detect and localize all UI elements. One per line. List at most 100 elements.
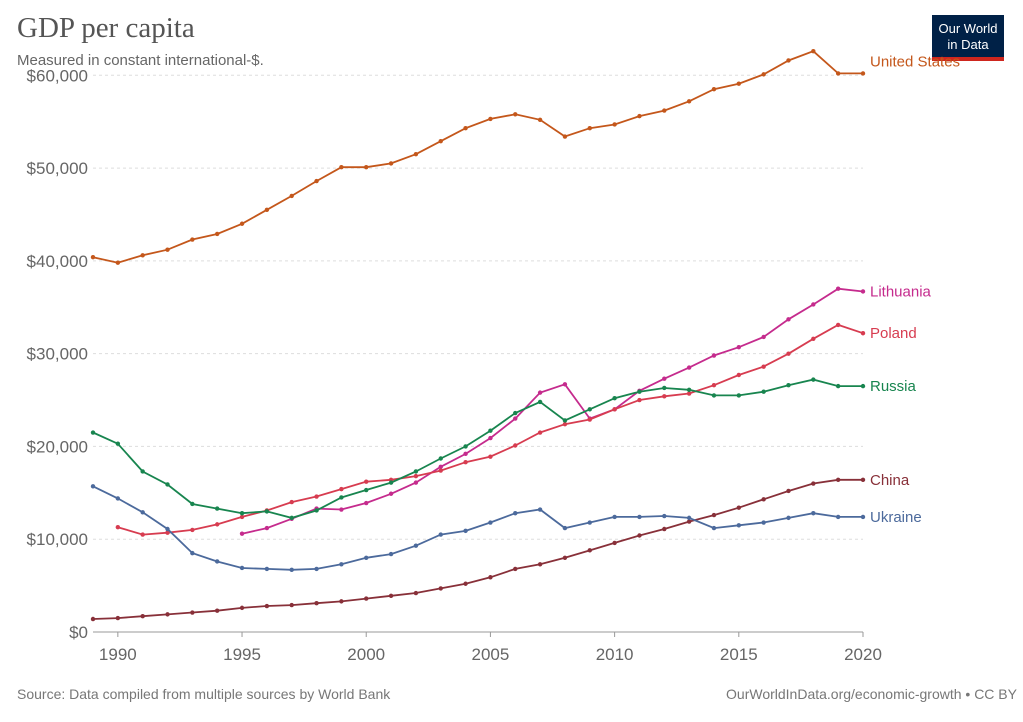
data-point[interactable] [115,441,121,446]
data-point[interactable] [662,385,667,391]
data-point[interactable] [463,444,468,449]
series-label[interactable]: Ukraine [870,509,922,526]
data-point[interactable] [90,616,96,622]
data-point[interactable] [612,540,617,546]
data-point[interactable] [413,543,419,548]
data-point[interactable] [835,477,841,483]
data-point[interactable] [214,231,220,237]
data-point[interactable] [463,451,468,457]
data-point[interactable] [686,99,692,104]
data-point[interactable] [314,494,319,499]
data-point[interactable] [513,410,518,416]
owid-logo[interactable]: Our World in Data [932,15,1004,61]
data-point[interactable] [537,430,543,435]
series-label[interactable]: Poland [870,325,917,342]
data-point[interactable] [562,555,568,560]
data-point[interactable] [239,514,245,520]
data-point[interactable] [537,562,543,567]
data-point[interactable] [786,382,791,388]
data-point[interactable] [835,286,841,291]
data-point[interactable] [140,510,145,515]
data-point[interactable] [264,603,270,609]
data-point[interactable] [214,559,220,564]
data-point[interactable] [190,501,195,507]
data-point[interactable] [860,289,866,294]
data-point[interactable] [860,331,866,336]
data-point[interactable] [388,480,394,485]
data-point[interactable] [587,548,592,553]
data-point[interactable] [289,602,294,608]
series-line[interactable] [92,485,863,571]
data-point[interactable] [314,508,319,513]
data-point[interactable] [339,486,344,492]
series-russia[interactable] [90,377,866,521]
data-point[interactable] [140,469,145,474]
data-point[interactable] [165,612,170,617]
data-point[interactable] [463,125,468,131]
data-point[interactable] [140,614,145,619]
data-point[interactable] [413,151,419,157]
data-point[interactable] [711,512,717,518]
data-point[interactable] [388,593,394,599]
data-point[interactable] [513,416,518,421]
series-label[interactable]: United States [870,53,960,70]
data-point[interactable] [140,532,145,537]
series-line[interactable] [241,287,864,535]
series-china[interactable] [90,477,866,622]
series-line[interactable] [92,478,863,620]
data-point[interactable] [711,525,717,531]
data-point[interactable] [165,247,170,252]
data-point[interactable] [289,567,294,573]
data-point[interactable] [115,260,121,265]
data-point[interactable] [314,178,319,184]
data-point[interactable] [736,505,742,510]
data-point[interactable] [513,443,518,448]
data-point[interactable] [165,526,170,532]
data-point[interactable] [637,389,642,394]
series-ukraine[interactable] [90,484,866,573]
data-point[interactable] [239,531,245,536]
data-point[interactable] [289,193,294,199]
data-point[interactable] [686,519,692,524]
data-point[interactable] [214,608,220,613]
data-point[interactable] [662,376,667,381]
data-point[interactable] [662,394,667,399]
data-point[interactable] [264,525,270,531]
data-point[interactable] [115,524,121,530]
data-point[interactable] [562,134,568,139]
data-point[interactable] [90,254,96,260]
data-point[interactable] [761,334,766,340]
data-point[interactable] [537,390,543,395]
data-point[interactable] [463,460,468,465]
data-point[interactable] [413,590,419,596]
series-label[interactable]: Lithuania [870,283,932,300]
data-point[interactable] [438,138,443,144]
source-note[interactable]: Source: Data compiled from multiple sour… [17,686,391,702]
series-line[interactable] [92,50,863,264]
data-point[interactable] [612,407,617,412]
data-point[interactable] [835,514,841,520]
data-point[interactable] [736,372,742,378]
data-point[interactable] [364,487,369,493]
data-point[interactable] [190,550,195,556]
data-point[interactable] [190,610,195,615]
data-point[interactable] [264,207,270,213]
data-point[interactable] [513,566,518,572]
data-point[interactable] [562,382,568,387]
data-point[interactable] [711,382,717,388]
data-point[interactable] [488,435,493,441]
data-point[interactable] [115,496,121,501]
data-point[interactable] [488,575,493,580]
data-point[interactable] [488,520,493,525]
series-line[interactable] [92,378,863,519]
data-point[interactable] [438,532,443,537]
data-point[interactable] [463,581,468,586]
data-point[interactable] [364,596,369,601]
data-point[interactable] [339,562,344,567]
data-point[interactable] [364,164,369,170]
data-point[interactable] [463,528,468,534]
data-point[interactable] [190,527,195,533]
data-point[interactable] [364,555,369,560]
data-point[interactable] [835,322,841,328]
data-point[interactable] [662,526,667,532]
